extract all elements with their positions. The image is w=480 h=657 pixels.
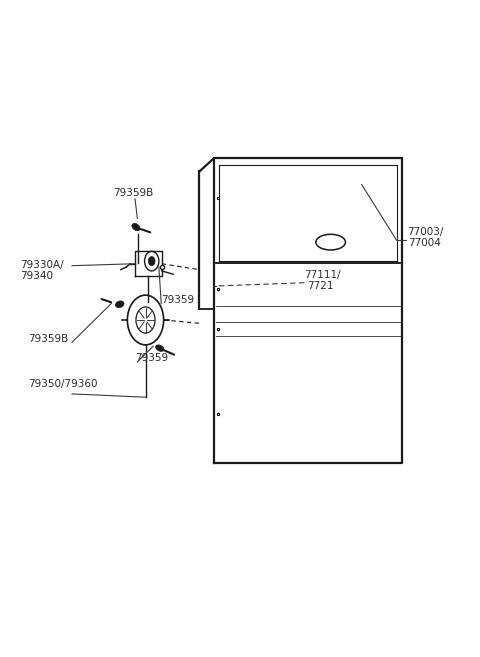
Text: 79359B: 79359B [28, 334, 68, 344]
Circle shape [144, 251, 159, 271]
Text: 79359: 79359 [135, 353, 168, 363]
Text: 77003/: 77003/ [407, 227, 444, 237]
Text: 79340: 79340 [21, 271, 53, 281]
Circle shape [127, 295, 164, 345]
Text: 7721: 7721 [307, 281, 333, 291]
Text: 79359: 79359 [161, 295, 194, 305]
Text: 79330A/: 79330A/ [21, 260, 64, 269]
Circle shape [136, 307, 155, 333]
Text: 79350/79360: 79350/79360 [28, 378, 97, 389]
Text: 77111/: 77111/ [304, 270, 341, 280]
Ellipse shape [132, 223, 140, 231]
Ellipse shape [116, 301, 124, 307]
Text: 79359B: 79359B [114, 188, 154, 198]
Ellipse shape [156, 345, 164, 351]
Circle shape [148, 256, 155, 265]
Text: 77004: 77004 [408, 238, 441, 248]
